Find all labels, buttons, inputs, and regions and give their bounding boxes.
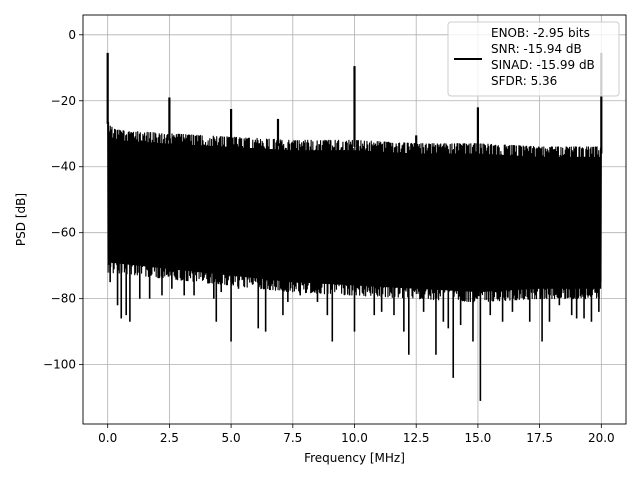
x-tick-label: 12.5 xyxy=(403,431,430,445)
y-tick-label: −80 xyxy=(51,292,76,306)
x-tick-label: 7.5 xyxy=(283,431,302,445)
y-tick-label: −20 xyxy=(51,94,76,108)
psd-noise-core xyxy=(107,127,602,293)
x-axis-label: Frequency [MHz] xyxy=(304,451,405,465)
y-axis: 0 −20 −40 −60 −80 −100 xyxy=(43,28,83,372)
y-axis-label: PSD [dB] xyxy=(14,193,28,246)
legend-box xyxy=(447,21,620,97)
x-tick-label: 5.0 xyxy=(222,431,241,445)
x-tick-label: 2.5 xyxy=(160,431,179,445)
x-tick-label: 17.5 xyxy=(526,431,553,445)
legend-label: ENOB: -2.95 bits SNR: -15.94 dB SINAD: -15… xyxy=(491,26,595,88)
y-tick-label: 0 xyxy=(68,28,76,42)
legend-label-line: SFDR: 5.36 xyxy=(491,74,557,88)
x-tick-label: 20.0 xyxy=(588,431,615,445)
y-tick-label: −100 xyxy=(43,358,76,372)
y-tick-label: −60 xyxy=(51,226,76,240)
x-tick-label: 0.0 xyxy=(98,431,117,445)
legend-label-line: ENOB: -2.95 bits xyxy=(491,26,590,40)
y-tick-label: −40 xyxy=(51,160,76,174)
x-axis: 0.0 2.5 5.0 7.5 10.0 12.5 15.0 17.5 20.0 xyxy=(98,424,615,445)
x-tick-label: 10.0 xyxy=(341,431,368,445)
legend-label-line: SINAD: -15.99 dB xyxy=(491,58,595,72)
x-tick-label: 15.0 xyxy=(465,431,492,445)
legend-label-line: SNR: -15.94 dB xyxy=(491,42,582,56)
legend: ENOB: -2.95 bits SNR: -15.94 dB SINAD: -15… xyxy=(447,21,620,97)
trace-layer xyxy=(106,52,603,401)
